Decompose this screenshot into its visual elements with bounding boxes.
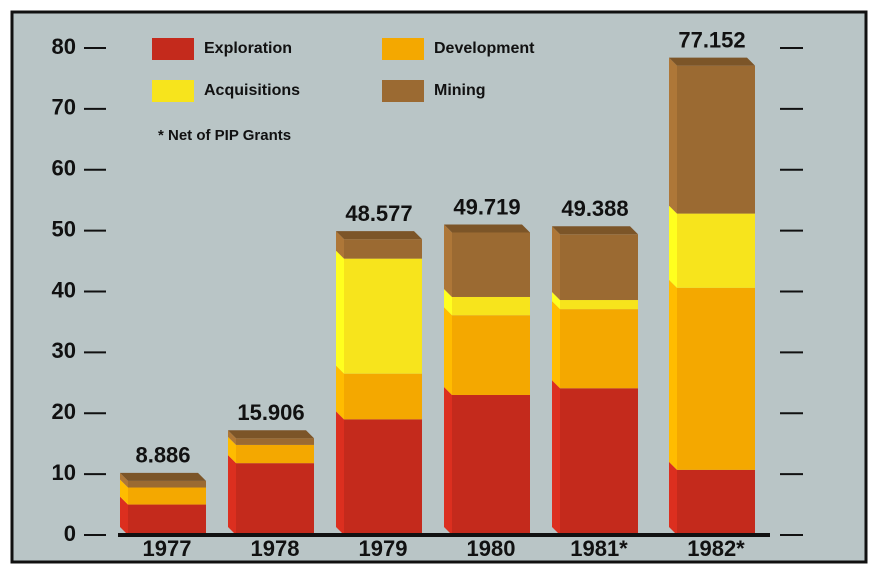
bar-side	[336, 365, 344, 420]
legend-swatch	[152, 80, 194, 102]
bar-side	[120, 472, 128, 488]
legend-label: Acquisitions	[204, 82, 300, 99]
bar-side	[669, 205, 677, 288]
bar-side	[336, 231, 344, 259]
bar-segment	[452, 232, 530, 297]
bar-top	[552, 226, 638, 235]
y-tick-label: 50	[52, 216, 76, 241]
bar-side	[228, 436, 236, 464]
bar-top	[228, 430, 314, 439]
total-label: 15.906	[237, 400, 304, 425]
bar-segment	[677, 65, 755, 214]
total-label: 8.886	[135, 443, 190, 468]
bar-segment	[452, 296, 530, 316]
bar-side	[444, 307, 452, 395]
bar-segment	[344, 419, 422, 535]
bar-segment	[128, 487, 206, 505]
total-label: 77.152	[678, 27, 745, 52]
y-tick-label: 10	[52, 460, 76, 485]
y-tick-label: 20	[52, 399, 76, 424]
bar-top	[444, 224, 530, 233]
x-tick-label: 1977	[143, 536, 192, 561]
bar-side	[336, 411, 344, 535]
bar-side	[228, 455, 236, 535]
bar-side	[444, 224, 452, 297]
bar-side	[336, 250, 344, 374]
bar-segment	[560, 309, 638, 389]
bar-side	[552, 380, 560, 535]
legend-swatch	[152, 38, 194, 60]
x-tick-label: 1979	[359, 536, 408, 561]
bar-side	[444, 386, 452, 535]
bar-segment	[677, 213, 755, 288]
y-tick-label: 40	[52, 277, 76, 302]
y-tick-label: 0	[64, 521, 76, 546]
x-tick-label: 1978	[251, 536, 300, 561]
bar-top	[669, 57, 755, 66]
total-label: 49.388	[561, 196, 628, 221]
legend-label: Mining	[434, 82, 486, 99]
bar-segment	[236, 444, 314, 464]
bar-side	[444, 288, 452, 316]
y-tick-label: 80	[52, 34, 76, 59]
bar-segment	[344, 373, 422, 420]
bar-segment	[452, 394, 530, 535]
bar-side	[669, 279, 677, 470]
bar-segment	[560, 388, 638, 535]
x-tick-label: 1982*	[687, 536, 745, 561]
bar-segment	[128, 480, 206, 488]
y-tick-label: 30	[52, 338, 76, 363]
bar-segment	[560, 300, 638, 310]
bar-segment	[677, 469, 755, 535]
bar-segment	[344, 239, 422, 259]
bar-top	[120, 472, 206, 481]
bar-side	[120, 479, 128, 505]
bar-side	[552, 292, 560, 310]
total-label: 48.577	[345, 201, 412, 226]
bar-segment	[560, 234, 638, 301]
bar-side	[120, 496, 128, 535]
x-tick-label: 1980	[467, 536, 516, 561]
legend-label: Development	[434, 40, 535, 57]
bar-side	[669, 57, 677, 214]
bar-segment	[452, 315, 530, 395]
legend-swatch	[382, 80, 424, 102]
bar-side	[669, 461, 677, 535]
note: * Net of PIP Grants	[158, 127, 291, 144]
bar-segment	[236, 438, 314, 445]
y-tick-label: 70	[52, 95, 76, 120]
bar-top	[336, 231, 422, 240]
bar-side	[552, 301, 560, 389]
legend-label: Exploration	[204, 40, 292, 57]
bar-segment	[236, 463, 314, 535]
bar-segment	[128, 504, 206, 535]
x-tick-label: 1981*	[570, 536, 628, 561]
legend-swatch	[382, 38, 424, 60]
bar-segment	[344, 258, 422, 374]
y-tick-label: 60	[52, 156, 76, 181]
bar-segment	[677, 287, 755, 470]
total-label: 49.719	[453, 194, 520, 219]
bar-side	[228, 430, 236, 445]
bar-side	[552, 226, 560, 301]
